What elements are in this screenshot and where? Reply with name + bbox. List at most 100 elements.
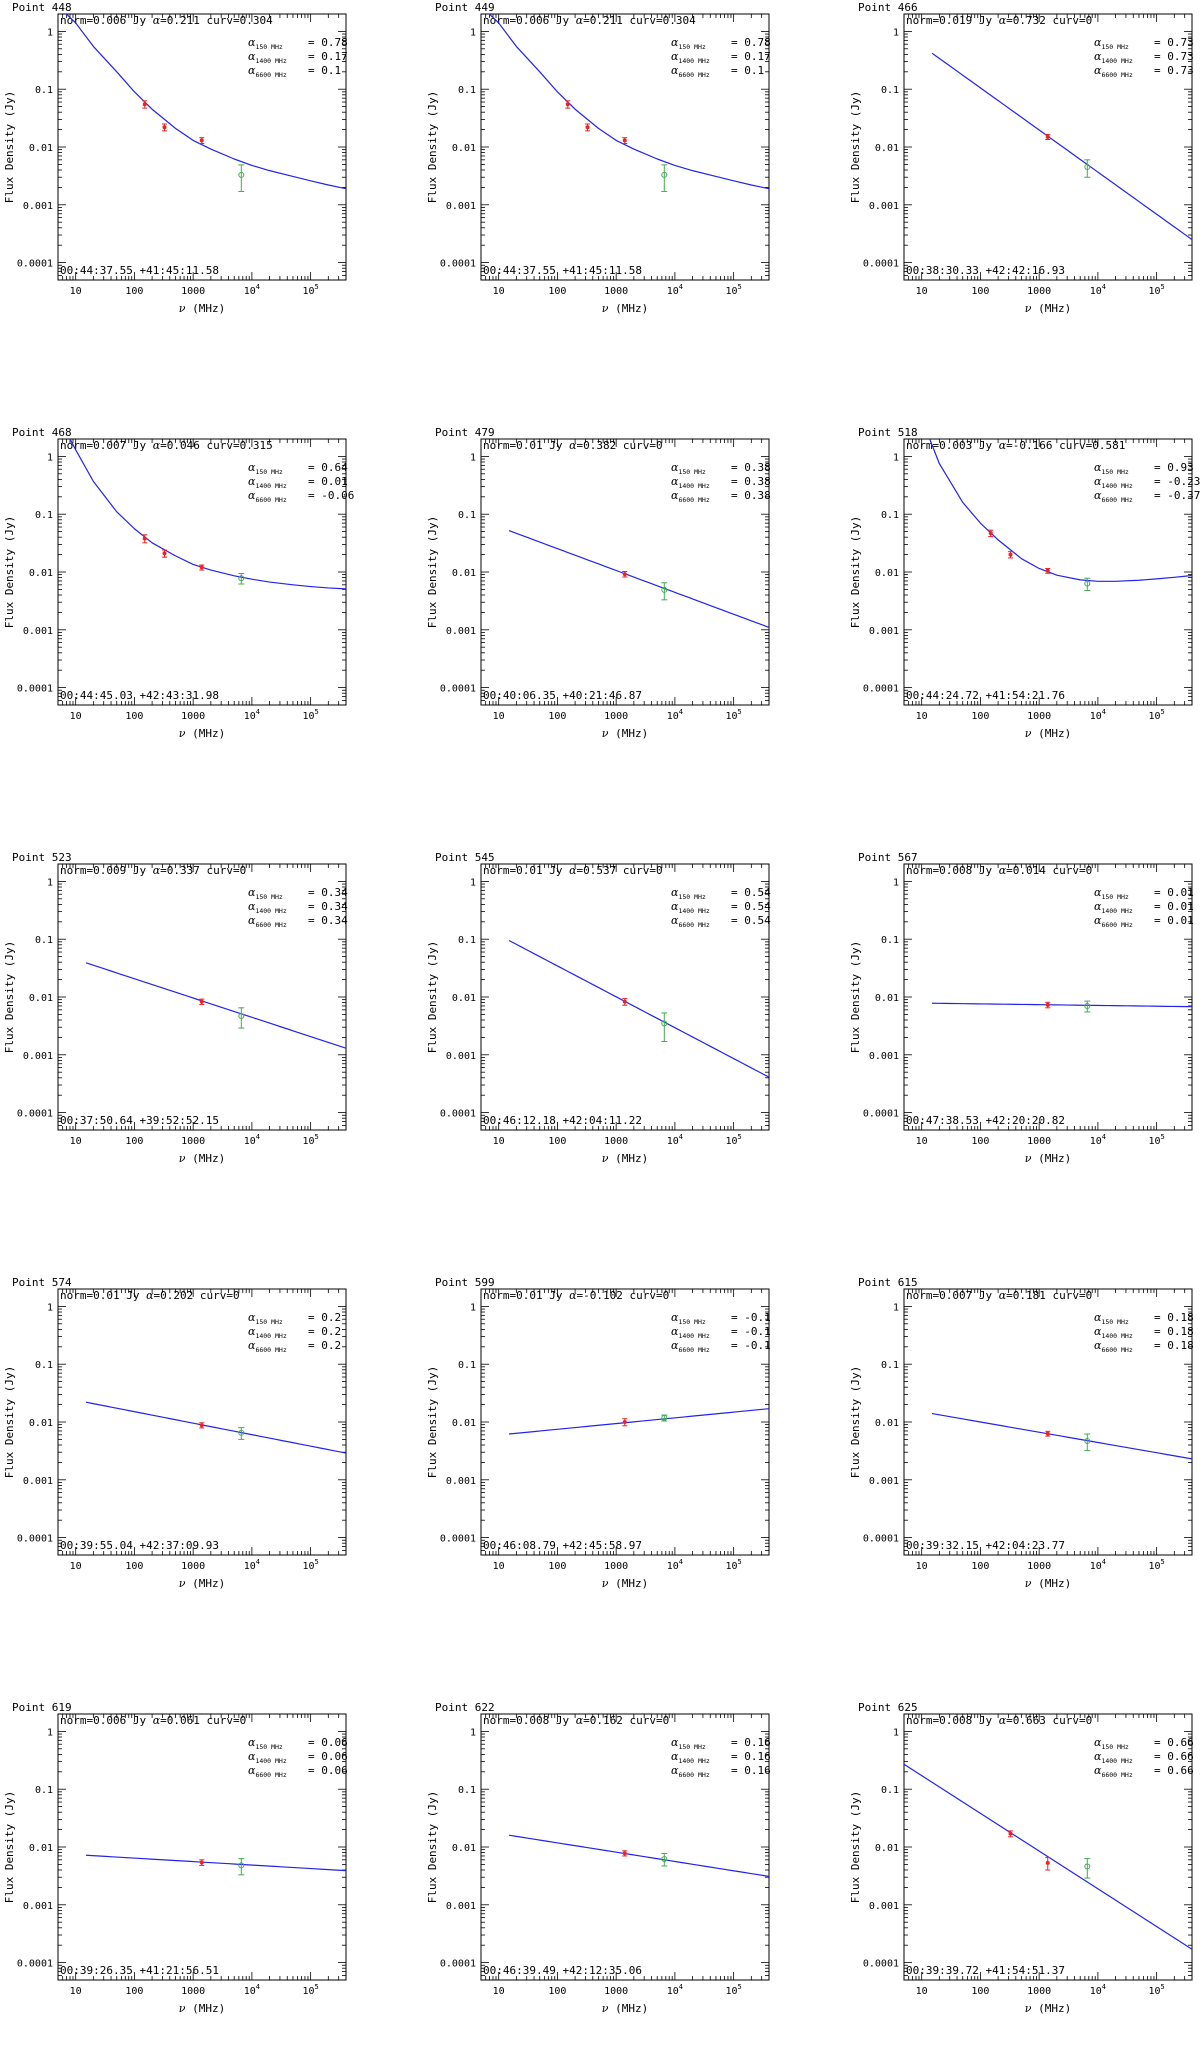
- x-tick-label: 100: [971, 286, 989, 297]
- x-tick-label: 105: [303, 1133, 319, 1147]
- data-point: [142, 534, 148, 544]
- x-axis-label: ν (MHz): [602, 1577, 648, 1590]
- alpha-row: α1400 MHz = 0.18: [1094, 1325, 1194, 1340]
- y-tick-label: 0.001: [446, 1901, 476, 1912]
- y-tick-label: 0.1: [458, 935, 476, 946]
- tick-marks: [480, 863, 770, 1131]
- x-axis-label: ν (MHz): [602, 2002, 648, 2015]
- data-point: [199, 564, 205, 571]
- x-tick-label: 1000: [181, 286, 205, 297]
- alpha-row: α150 MHz = 0.93: [1094, 461, 1194, 476]
- y-tick-label: 0.1: [881, 1785, 899, 1796]
- y-tick-label: 1: [47, 1727, 53, 1738]
- y-tick-label: 0.01: [875, 1418, 899, 1429]
- plot-frame: [480, 1713, 770, 1981]
- x-tick-label: 10: [916, 1561, 928, 1572]
- source-coordinates: 00:44:24.72 +41:54:21.76: [906, 689, 1065, 702]
- plot-frame: [480, 13, 770, 281]
- alpha-row: α1400 MHz = 0.38: [671, 475, 771, 490]
- alpha-row: α6600 MHz = 0.01: [1094, 914, 1194, 929]
- x-tick-label: 100: [548, 711, 566, 722]
- x-tick-label: 10: [70, 1986, 82, 1997]
- plot-frame: [903, 1713, 1193, 1981]
- model-curve: [508, 1408, 769, 1435]
- data-point: [622, 1418, 628, 1427]
- fit-parameters: norm=0.008 Jy α=0.014 curv=0: [906, 864, 1092, 877]
- x-tick-label: 10: [493, 1136, 505, 1147]
- y-tick-label: 1: [47, 1302, 53, 1313]
- alpha-row: α1400 MHz = 0.06: [248, 1750, 348, 1765]
- x-tick-label: 104: [667, 708, 683, 722]
- x-tick-label: 10: [493, 286, 505, 297]
- x-tick-label: 105: [726, 283, 742, 297]
- fit-parameters: norm=0.007 Jy α=0.181 curv=0: [906, 1289, 1092, 1302]
- chart-title: Point 466: [858, 1, 918, 14]
- point-marker: [1084, 1437, 1091, 1444]
- fit-parameters: norm=0.01 Jy α=-0.102 curv=0: [483, 1289, 669, 1302]
- y-axis-label: Flux Density (Jy): [849, 1791, 862, 1904]
- y-tick-label: 0.1: [35, 510, 53, 521]
- x-tick-label: 105: [1149, 283, 1165, 297]
- source-coordinates: 00:39:26.35 +41:21:56.51: [60, 1964, 219, 1977]
- y-tick-label: 1: [893, 877, 899, 888]
- x-axis-label: ν (MHz): [1025, 302, 1071, 315]
- source-coordinates: 00:44:37.55 +41:45:11.58: [483, 264, 642, 277]
- alpha-row: α1400 MHz = -0.1: [671, 1325, 771, 1340]
- chart-title: Point 625: [858, 1701, 918, 1714]
- x-axis-label: ν (MHz): [179, 1152, 225, 1165]
- alpha-row: α150 MHz = 0.2: [248, 1311, 341, 1326]
- alpha-row: α6600 MHz = 0.34: [248, 914, 348, 929]
- alpha-row: α150 MHz = 0.16: [671, 1736, 771, 1751]
- x-tick-label: 105: [1149, 708, 1165, 722]
- vla-point: [661, 164, 668, 192]
- x-tick-label: 100: [125, 1561, 143, 1572]
- point-marker: [238, 1429, 245, 1436]
- chart-panel: Point 523 10 100 1000 104 105 1 0.1 0.01 0.001 0.0…: [3, 851, 348, 1165]
- plot-frame: [57, 863, 347, 1131]
- x-tick-label: 1000: [1027, 1986, 1051, 1997]
- tick-marks: [57, 863, 347, 1131]
- chart-panel: Point 622 10 100 1000 104 105 1 0.1 0.01 0.001 0.0…: [426, 1701, 771, 2015]
- point-marker: [199, 1860, 204, 1865]
- plot-frame: [903, 863, 1193, 1131]
- data-point: [622, 1850, 628, 1857]
- x-tick-label: 105: [726, 1558, 742, 1572]
- chart-title: Point 468: [12, 426, 72, 439]
- alpha-row: α6600 MHz = 0.1: [248, 64, 341, 79]
- x-tick-label: 105: [303, 1558, 319, 1572]
- data-point: [199, 1859, 205, 1866]
- point-marker: [585, 125, 590, 130]
- data-point: [142, 100, 148, 109]
- point-marker: [1045, 134, 1050, 139]
- point-marker: [661, 1414, 668, 1421]
- x-tick-label: 100: [971, 1136, 989, 1147]
- point-marker: [162, 551, 167, 556]
- point-marker: [142, 102, 147, 107]
- x-tick-label: 1000: [181, 1136, 205, 1147]
- y-tick-label: 0.0001: [17, 259, 53, 270]
- x-tick-label: 100: [971, 711, 989, 722]
- y-tick-label: 1: [47, 452, 53, 463]
- vla-point: [661, 1853, 668, 1867]
- y-tick-label: 1: [470, 452, 476, 463]
- chart-panel: Point 574 10 100 1000 104 105 1 0.1 0.01 0.001 0.0…: [3, 1276, 347, 1590]
- tick-marks: [903, 863, 1193, 1131]
- fit-parameters: norm=0.01 Jy α=0.537 curv=0: [483, 864, 663, 877]
- data-point: [199, 137, 205, 144]
- alpha-row: α6600 MHz = 0.54: [671, 914, 771, 929]
- x-tick-label: 1000: [604, 1136, 628, 1147]
- y-tick-label: 0.0001: [863, 1109, 899, 1120]
- x-tick-label: 100: [125, 1986, 143, 1997]
- source-coordinates: 00:39:32.15 +42:04:23.77: [906, 1539, 1065, 1552]
- source-coordinates: 00:40:06.35 +40:21:46.87: [483, 689, 642, 702]
- x-axis-label: ν (MHz): [1025, 2002, 1071, 2015]
- y-tick-label: 0.01: [29, 993, 53, 1004]
- y-tick-label: 0.01: [452, 143, 476, 154]
- y-tick-label: 0.001: [23, 1901, 53, 1912]
- y-tick-label: 0.0001: [17, 684, 53, 695]
- data-point: [1007, 551, 1013, 559]
- alpha-row: α150 MHz = 0.66: [1094, 1736, 1194, 1751]
- x-tick-label: 104: [667, 1558, 683, 1572]
- model-curve: [931, 1412, 1192, 1460]
